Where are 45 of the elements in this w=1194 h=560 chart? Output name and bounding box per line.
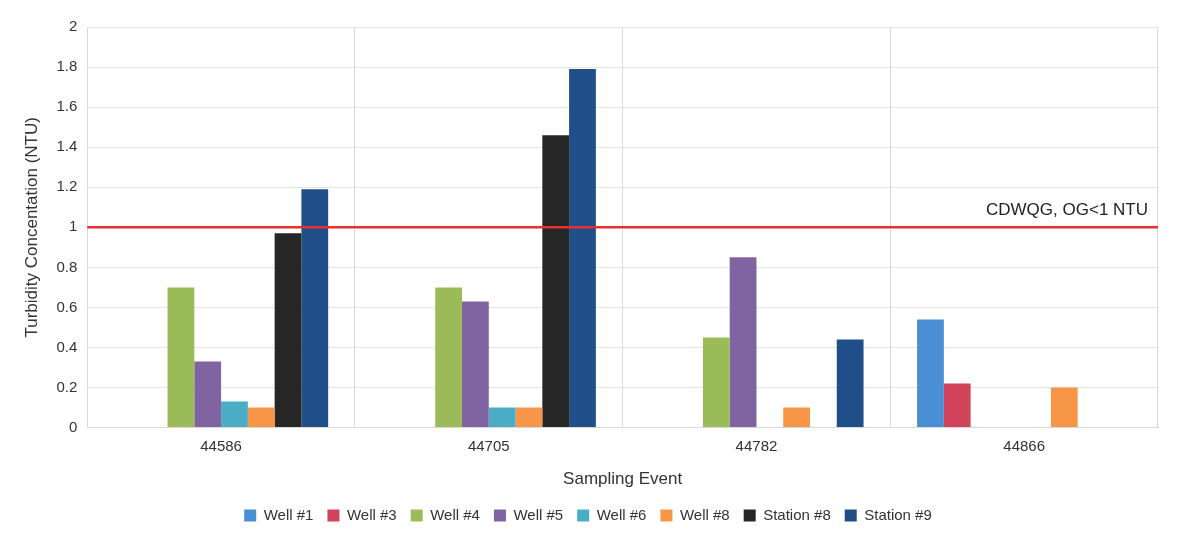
legend-label: Station #8: [763, 505, 831, 523]
bar: [836, 339, 864, 428]
ref-line-label: CDWQG, OG<1 NTU: [986, 200, 1148, 220]
bar: [488, 407, 516, 428]
x-tick-label: 44705: [467, 436, 510, 454]
bar: [702, 337, 730, 428]
legend-label: Well #6: [596, 505, 647, 523]
legend-label: Well #3: [346, 505, 397, 523]
x-tick-label: 44586: [200, 436, 242, 454]
bar: [943, 383, 971, 428]
x-axis-title: Sampling Event: [563, 469, 683, 489]
bar: [301, 189, 329, 428]
y-tick-label: 0.8: [56, 257, 78, 275]
bar: [274, 233, 302, 428]
bar: [435, 287, 463, 428]
y-tick-label: 1: [68, 217, 78, 235]
y-tick-label: 0.2: [56, 377, 78, 395]
y-tick-label: 1.2: [56, 177, 78, 195]
legend-label: Well #8: [679, 505, 730, 523]
y-tick-label: 0: [68, 417, 78, 435]
bar: [1050, 387, 1078, 428]
y-tick-label: 2: [68, 17, 78, 35]
bar: [167, 287, 195, 428]
x-tick-label: 44782: [735, 436, 778, 454]
bar: [247, 407, 275, 428]
bar: [462, 301, 489, 428]
bar: [729, 257, 757, 428]
x-tick-label: 44866: [1003, 436, 1046, 454]
y-axis-title: Turbidity Concentation (NTU): [21, 117, 41, 338]
y-tick-label: 1.6: [56, 97, 78, 115]
legend-label: Well #5: [513, 505, 564, 523]
y-tick-label: 0.4: [56, 337, 78, 355]
bar: [917, 319, 944, 428]
legend-label: Station #9: [864, 505, 932, 523]
y-tick-label: 0.6: [56, 297, 78, 315]
y-tick-label: 1.4: [56, 137, 78, 155]
bar: [783, 407, 811, 428]
bar: [515, 407, 543, 428]
bar: [221, 401, 248, 428]
legend-label: Well #1: [263, 505, 314, 523]
y-tick-label: 1.8: [56, 57, 78, 75]
bar: [194, 361, 222, 428]
bar: [569, 69, 596, 428]
legend-label: Well #4: [430, 505, 480, 523]
bar: [542, 135, 570, 428]
